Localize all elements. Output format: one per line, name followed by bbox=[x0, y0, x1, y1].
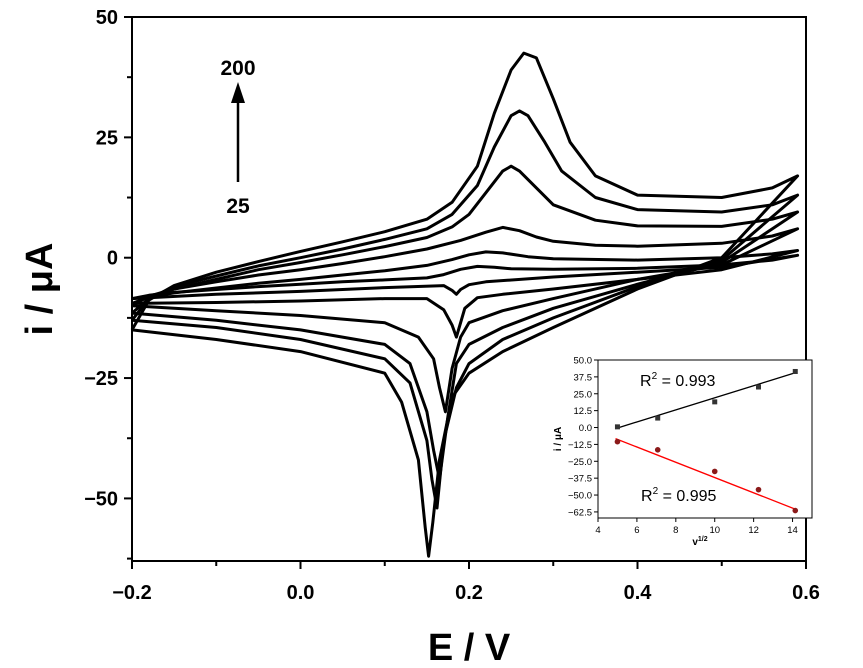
main-chart: −0.2 0.0 0.2 0.4 0.6 50 25 0 −25 −50 E / V i / μ… bbox=[19, 7, 820, 668]
inset-point-square bbox=[614, 424, 620, 430]
inset-plot-frame bbox=[597, 359, 813, 519]
inset-x-tick-label: 8 bbox=[673, 525, 678, 536]
scan-rate-annotation: 200 25 bbox=[220, 57, 255, 218]
inset-chart: 4 6 8 10 12 14 50.0 37.5 25.0 12.5 0.0 −12.5 −25.0 −… bbox=[553, 356, 813, 548]
cv-curve-2 bbox=[131, 249, 800, 339]
x-axis-ticks: −0.2 0.0 0.2 0.4 0.6 bbox=[112, 561, 820, 604]
inset-y-tick-label: −12.5 bbox=[568, 440, 592, 451]
inset-x-tick-label: 6 bbox=[634, 525, 639, 536]
inset-y-tick-label: 50.0 bbox=[574, 356, 593, 367]
inset-fit-line-1 bbox=[615, 371, 797, 430]
arrow-bottom-label: 25 bbox=[226, 195, 250, 218]
inset-point-square bbox=[655, 415, 661, 421]
y-tick-label: 0 bbox=[107, 248, 118, 270]
inset-point-circle bbox=[792, 507, 799, 514]
y-axis-ticks: 50 25 0 −25 −50 bbox=[84, 7, 132, 560]
inset-x-ticks: 4 6 8 10 12 14 bbox=[595, 518, 798, 536]
x-axis-title: E / V bbox=[428, 627, 511, 668]
y-tick-label: −50 bbox=[84, 488, 118, 510]
arrow-top-label: 200 bbox=[220, 57, 255, 80]
y-tick-label: 50 bbox=[96, 7, 118, 29]
inset-x-tick-label: 14 bbox=[787, 525, 798, 536]
inset-r2-label-black: R2 = 0.993 bbox=[640, 371, 716, 390]
cv-curve-5 bbox=[130, 109, 800, 510]
inset-y-tick-label: 12.5 bbox=[574, 406, 593, 417]
inset-x-tick-label: 10 bbox=[709, 525, 720, 536]
cv-curves bbox=[130, 51, 800, 558]
inset-y-ticks: 50.0 37.5 25.0 12.5 0.0 −12.5 −25.0 −37.5 −50.0 −… bbox=[568, 356, 598, 518]
y-tick-label: −25 bbox=[84, 368, 118, 390]
inset-y-axis-title: i / μA bbox=[553, 427, 564, 451]
inset-y-tick-label: −62.5 bbox=[568, 507, 592, 518]
inset-point-circle bbox=[654, 447, 661, 453]
inset-y-tick-label: 0.0 bbox=[579, 423, 592, 434]
inset-background bbox=[598, 360, 812, 518]
inset-x-axis-sup: 1/2 bbox=[698, 536, 708, 543]
inset-y-tick-label: −25.0 bbox=[568, 457, 592, 468]
inset-point-square bbox=[712, 399, 718, 405]
cv-curve-3 bbox=[131, 225, 800, 414]
cv-curve-1 bbox=[131, 253, 800, 301]
arrow-up-icon bbox=[231, 82, 245, 103]
inset-r2-label-red: R2 = 0.995 bbox=[641, 486, 717, 505]
cv-curve-4 bbox=[131, 164, 800, 481]
inset-content bbox=[614, 368, 799, 514]
y-axis-title: i / μA bbox=[19, 243, 61, 336]
inset-x-tick-label: 12 bbox=[748, 525, 759, 536]
y-tick-label: 25 bbox=[96, 127, 118, 149]
inset-point-circle bbox=[614, 438, 621, 445]
inset-point-circle bbox=[755, 486, 762, 493]
inset-y-tick-label: 25.0 bbox=[574, 389, 593, 400]
x-tick-label: 0.4 bbox=[624, 582, 653, 604]
x-tick-label: −0.2 bbox=[112, 582, 151, 604]
x-tick-label: 0.6 bbox=[792, 582, 820, 604]
x-tick-label: 0.2 bbox=[455, 582, 483, 604]
inset-fit-line-2 bbox=[615, 437, 797, 511]
inset-point-circle bbox=[711, 468, 718, 475]
inset-y-tick-label: −50.0 bbox=[568, 491, 592, 502]
cv-curve-6 bbox=[130, 51, 800, 558]
inset-point-square bbox=[756, 384, 761, 390]
inset-y-tick-label: −37.5 bbox=[568, 474, 592, 485]
inset-y-tick-label: 37.5 bbox=[574, 372, 593, 383]
inset-point-square bbox=[792, 368, 798, 374]
inset-x-tick-label: 4 bbox=[595, 525, 600, 536]
x-tick-label: 0.0 bbox=[287, 582, 315, 604]
inset-x-axis-title: v1/2 bbox=[692, 536, 707, 548]
